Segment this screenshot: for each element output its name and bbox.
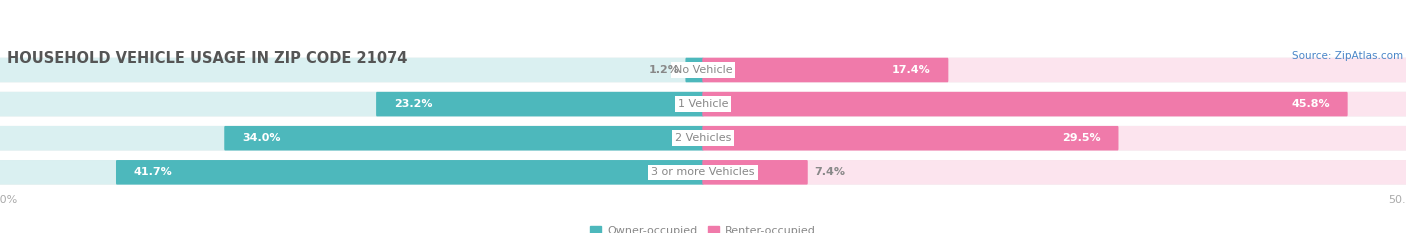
Text: 23.2%: 23.2% [394, 99, 432, 109]
FancyBboxPatch shape [0, 92, 1406, 116]
Text: 1 Vehicle: 1 Vehicle [678, 99, 728, 109]
Text: 34.0%: 34.0% [242, 133, 280, 143]
Text: 1.2%: 1.2% [648, 65, 679, 75]
FancyBboxPatch shape [0, 58, 1406, 82]
FancyBboxPatch shape [703, 58, 948, 82]
Text: 45.8%: 45.8% [1292, 99, 1330, 109]
Text: 2 Vehicles: 2 Vehicles [675, 133, 731, 143]
FancyBboxPatch shape [115, 160, 704, 185]
FancyBboxPatch shape [0, 126, 704, 151]
Text: No Vehicle: No Vehicle [673, 65, 733, 75]
Text: Source: ZipAtlas.com: Source: ZipAtlas.com [1292, 51, 1403, 61]
FancyBboxPatch shape [703, 92, 1348, 116]
Text: 7.4%: 7.4% [814, 167, 845, 177]
Text: HOUSEHOLD VEHICLE USAGE IN ZIP CODE 21074: HOUSEHOLD VEHICLE USAGE IN ZIP CODE 2107… [7, 51, 408, 66]
FancyBboxPatch shape [0, 92, 704, 116]
FancyBboxPatch shape [703, 126, 1119, 151]
FancyBboxPatch shape [0, 160, 704, 185]
FancyBboxPatch shape [0, 58, 704, 82]
Text: 3 or more Vehicles: 3 or more Vehicles [651, 167, 755, 177]
FancyBboxPatch shape [375, 92, 704, 116]
Text: 41.7%: 41.7% [134, 167, 173, 177]
FancyBboxPatch shape [703, 160, 1406, 185]
FancyBboxPatch shape [225, 126, 704, 151]
Text: 17.4%: 17.4% [891, 65, 931, 75]
Legend: Owner-occupied, Renter-occupied: Owner-occupied, Renter-occupied [586, 222, 820, 233]
FancyBboxPatch shape [703, 92, 1406, 116]
FancyBboxPatch shape [703, 160, 807, 185]
FancyBboxPatch shape [0, 160, 1406, 185]
FancyBboxPatch shape [703, 126, 1406, 151]
FancyBboxPatch shape [703, 58, 1406, 82]
Text: 29.5%: 29.5% [1063, 133, 1101, 143]
FancyBboxPatch shape [0, 126, 1406, 151]
FancyBboxPatch shape [686, 58, 704, 82]
